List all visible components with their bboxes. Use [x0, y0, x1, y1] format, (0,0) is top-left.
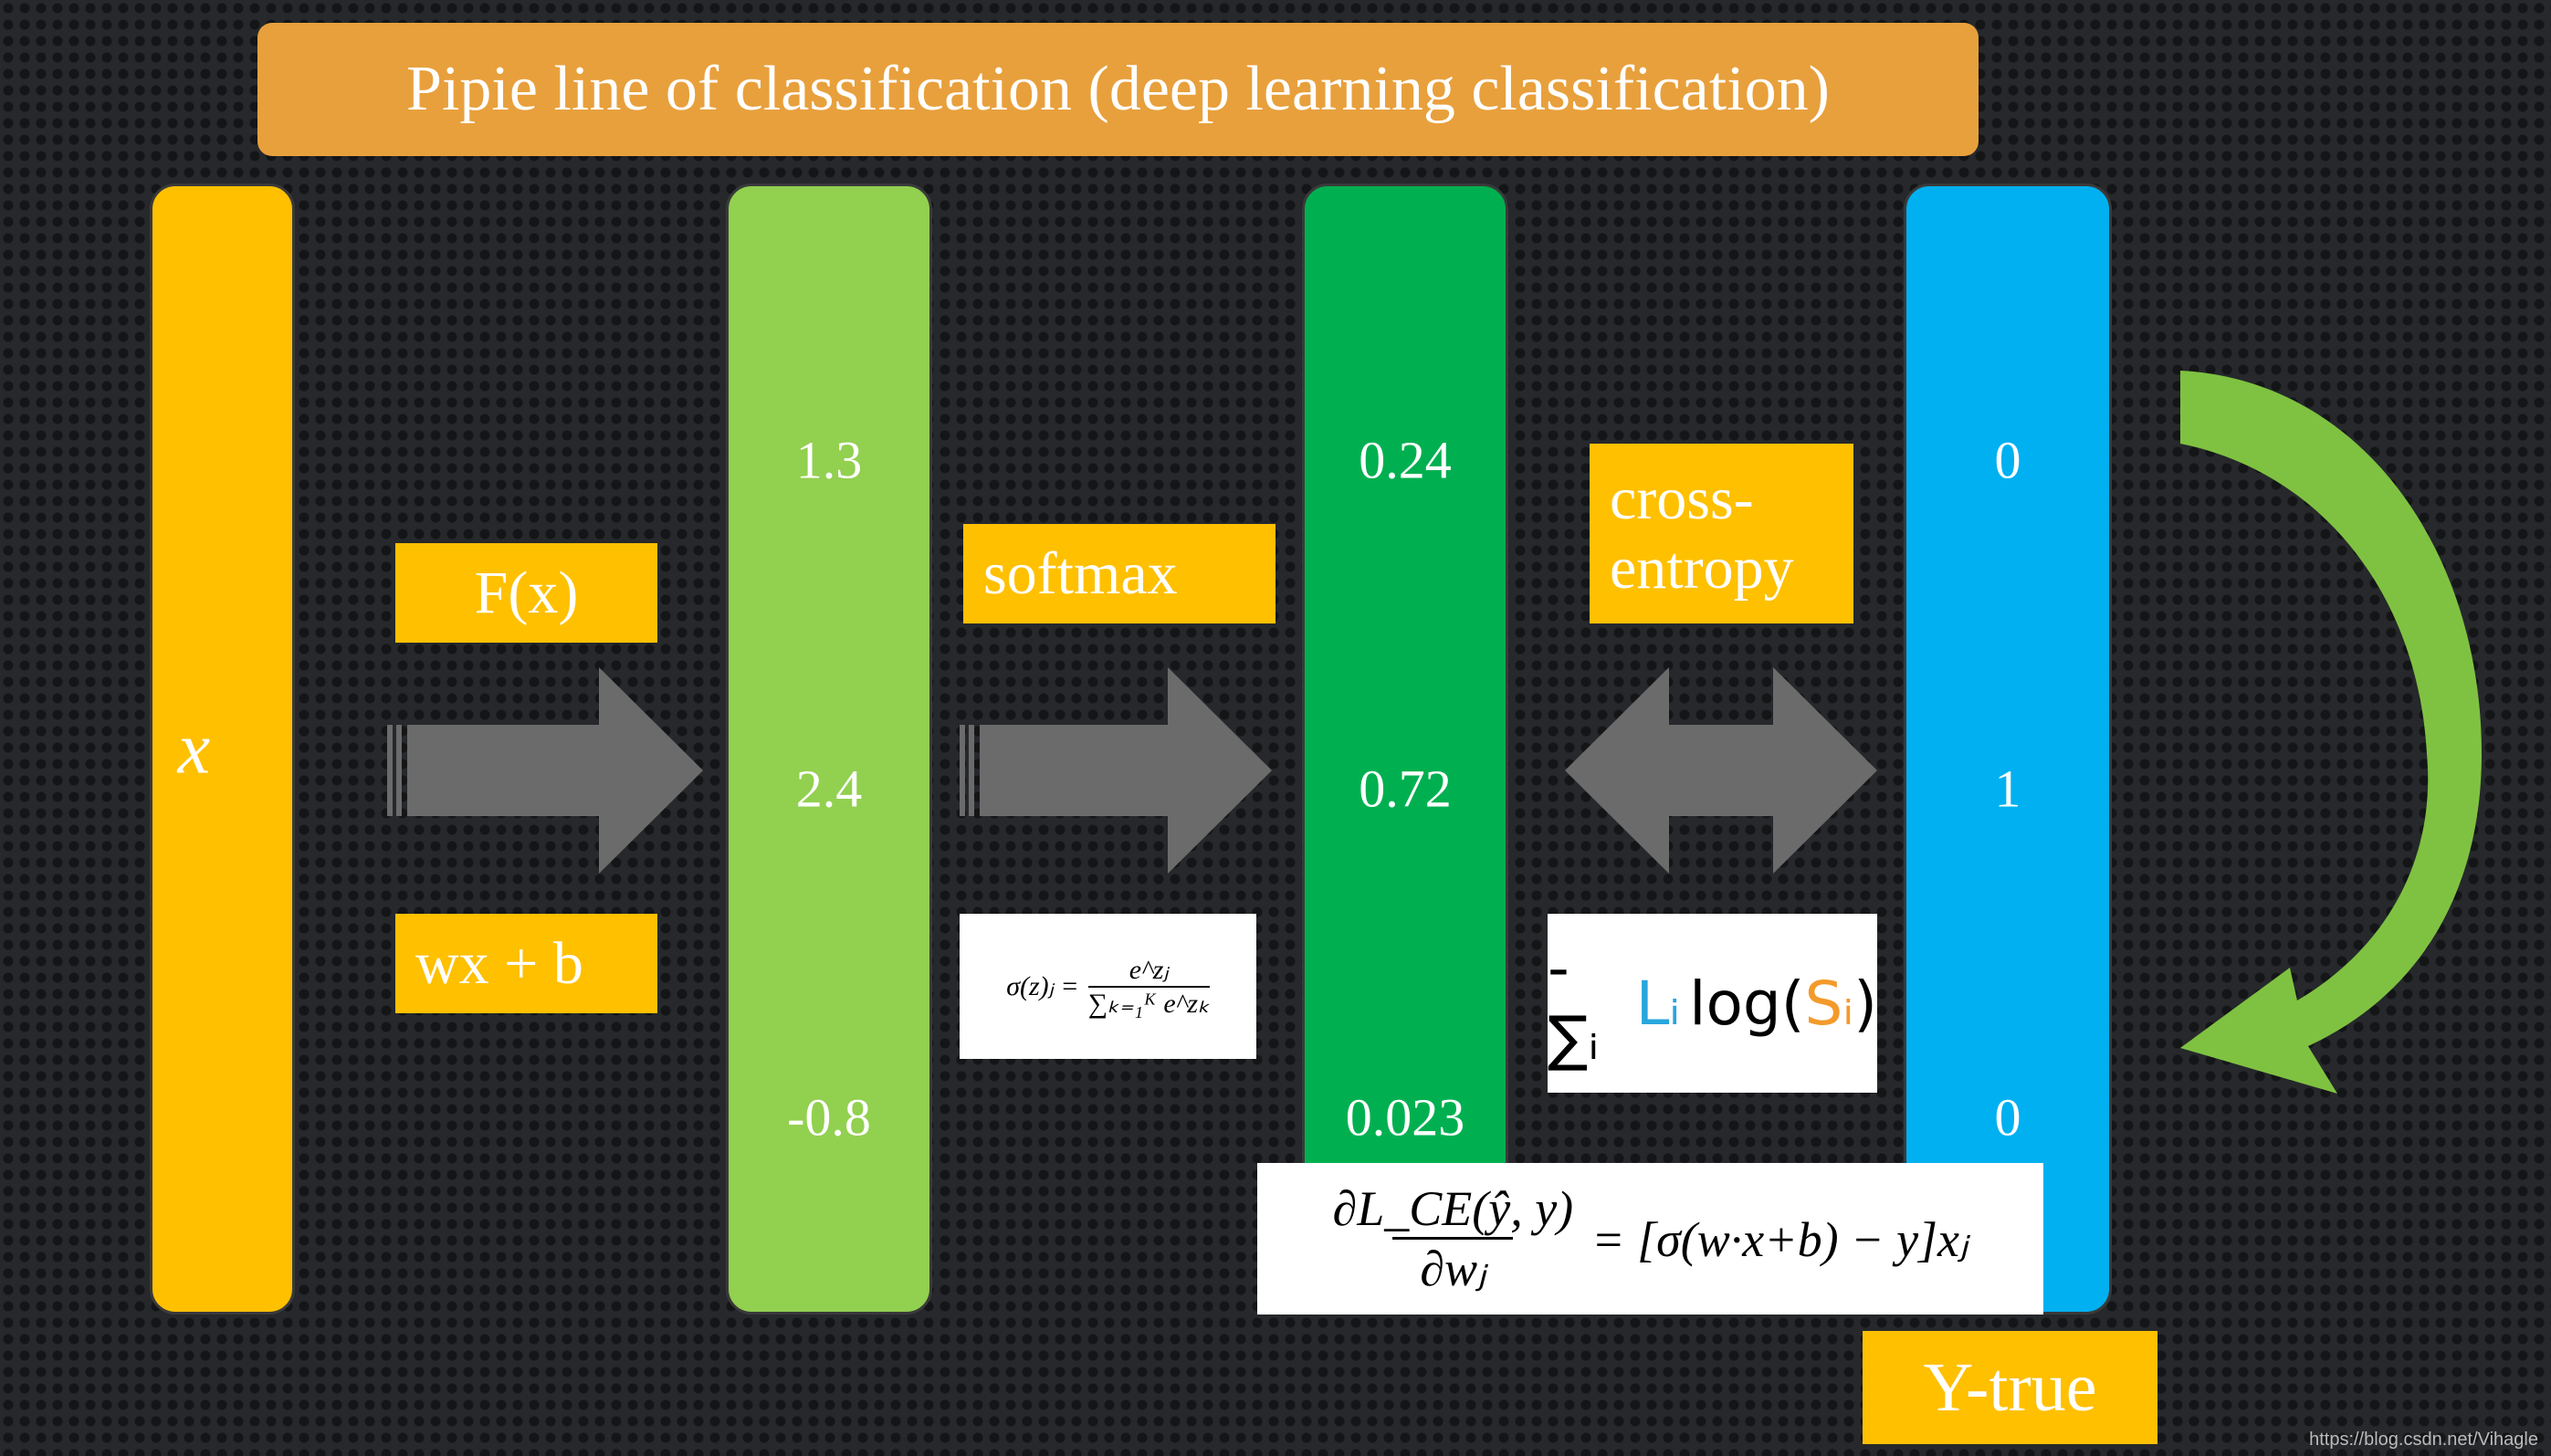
- ce-label-term: Lᵢ: [1635, 968, 1681, 1039]
- logit-value: 1.3: [795, 430, 863, 490]
- ce-score-term: Sᵢ: [1804, 968, 1854, 1039]
- input-vector-symbol: x⃗: [177, 708, 268, 789]
- probability-value: 0.023: [1345, 1087, 1465, 1147]
- softmax-label: softmax: [963, 524, 1276, 623]
- target-value: 1: [1994, 759, 2021, 819]
- watermark: https://blog.csdn.net/Vihagle: [2309, 1430, 2538, 1450]
- gradient-formula: ∂L_CE(ŷ, y) ∂wⱼ = [σ(w·x+b) − y]xⱼ: [1257, 1163, 2043, 1315]
- y-true-label: Y-true: [1863, 1331, 2157, 1444]
- forward-arrow-icon: [960, 667, 1272, 874]
- target-value: 0: [1994, 1087, 2021, 1147]
- diagram-title: Pipie line of classification (deep learn…: [257, 23, 1979, 156]
- probability-value: 0.24: [1359, 430, 1452, 490]
- input-vector-column: x⃗: [150, 183, 295, 1315]
- gradient-denominator: ∂wⱼ: [1392, 1237, 1514, 1297]
- gradient-numerator: ∂L_CE(ŷ, y): [1332, 1181, 1574, 1236]
- ce-prefix: - ∑ᵢ: [1548, 933, 1600, 1074]
- ce-close: ): [1853, 968, 1877, 1039]
- probabilities-column: 0.24 0.72 0.023: [1302, 183, 1508, 1315]
- softmax-lhs: σ(z)ⱼ =: [1006, 971, 1079, 1001]
- logit-value: 2.4: [795, 759, 863, 819]
- ce-log: log(: [1689, 968, 1805, 1039]
- function-label: F(x): [395, 543, 657, 643]
- softmax-denominator: ∑ₖ₌₁ᴷ e^zₖ: [1087, 985, 1210, 1020]
- feedback-curved-arrow-icon: [2180, 371, 2482, 1094]
- forward-arrow-icon: [387, 667, 703, 874]
- softmax-numerator: e^zⱼ: [1129, 954, 1169, 985]
- gradient-rhs: = [σ(w·x+b) − y]xⱼ: [1591, 1211, 1968, 1267]
- cross-entropy-text: cross-entropy: [1610, 465, 1794, 602]
- logits-column: 1.3 2.4 -0.8: [726, 183, 932, 1315]
- softmax-formula: σ(z)ⱼ = e^zⱼ ∑ₖ₌₁ᴷ e^zₖ: [960, 914, 1256, 1059]
- targets-column: 0 1 0: [1904, 183, 2112, 1315]
- probability-value: 0.72: [1359, 759, 1452, 819]
- function-formula: wx + b: [395, 914, 657, 1013]
- target-value: 0: [1994, 430, 2021, 490]
- cross-entropy-formula: - ∑ᵢ Lᵢ log( Sᵢ ): [1548, 914, 1877, 1093]
- cross-entropy-label: cross-entropy: [1590, 444, 1853, 623]
- double-arrow-icon: [1565, 667, 1877, 874]
- logit-value: -0.8: [787, 1087, 871, 1147]
